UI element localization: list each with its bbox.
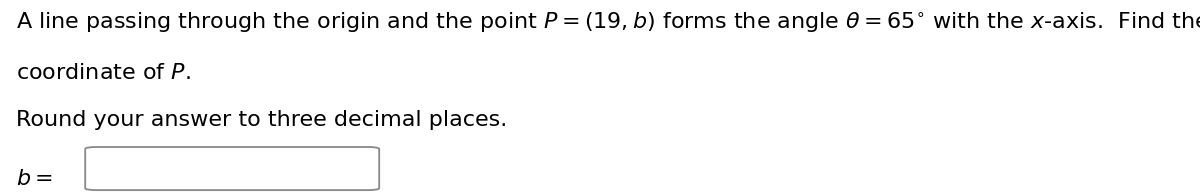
Text: Round your answer to three decimal places.: Round your answer to three decimal place… [16,110,506,130]
Text: coordinate of $P$.: coordinate of $P$. [16,63,191,83]
Text: A line passing through the origin and the point $P = (19, b)$ forms the angle $\: A line passing through the origin and th… [16,10,1200,34]
FancyBboxPatch shape [85,147,379,190]
Text: $b =$: $b =$ [16,169,53,189]
